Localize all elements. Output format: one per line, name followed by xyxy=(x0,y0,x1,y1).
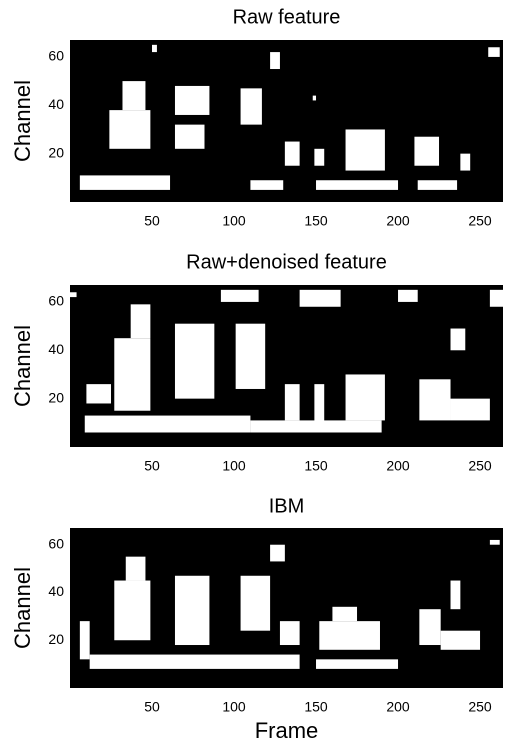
mask-region xyxy=(419,379,451,421)
mask-region xyxy=(270,52,280,70)
mask-region xyxy=(235,323,266,389)
y-axis-label: Channel xyxy=(10,80,35,162)
mask-region xyxy=(79,621,90,660)
x-tick-label: 250 xyxy=(468,699,492,715)
mask-region xyxy=(174,85,210,115)
x-tick-label: 150 xyxy=(304,699,328,715)
y-tick-label: 20 xyxy=(48,631,64,647)
mask-region xyxy=(450,328,466,351)
mask-region xyxy=(489,289,503,307)
x-tick-label: 200 xyxy=(386,458,410,474)
mask-region xyxy=(130,304,151,339)
x-tick-label: 100 xyxy=(222,213,246,229)
mask-region xyxy=(174,575,210,646)
mask-region xyxy=(284,141,300,166)
mask-region xyxy=(109,110,151,149)
x-tick-label: 50 xyxy=(144,699,160,715)
x-tick-label: 250 xyxy=(468,213,492,229)
x-tick-label: 100 xyxy=(222,458,246,474)
x-tick-label: 200 xyxy=(386,699,410,715)
mask-region xyxy=(314,148,325,166)
y-tick-label: 20 xyxy=(48,389,64,405)
mask-region xyxy=(240,575,271,631)
mask-region xyxy=(450,398,490,421)
mask-region xyxy=(450,580,461,610)
x-axis-label: Frame xyxy=(255,718,319,738)
mask-region xyxy=(220,289,259,302)
mask-region xyxy=(314,384,325,426)
mask-region xyxy=(488,47,500,57)
x-tick-label: 250 xyxy=(468,458,492,474)
mask-region xyxy=(460,153,471,171)
mask-region xyxy=(414,136,440,166)
y-tick-label: 40 xyxy=(48,96,64,112)
mask-region xyxy=(114,580,151,641)
mask-region xyxy=(284,384,300,421)
panel-title: Raw+denoised feature xyxy=(186,251,387,273)
mask-region xyxy=(270,544,285,562)
y-tick-label: 60 xyxy=(48,293,64,309)
mask-region xyxy=(122,81,146,111)
mask-region xyxy=(70,292,77,298)
panel-title: Raw feature xyxy=(233,6,341,28)
mask-region xyxy=(316,659,399,669)
mask-region xyxy=(319,621,380,650)
x-tick-label: 50 xyxy=(144,213,160,229)
mask-region xyxy=(417,180,458,190)
x-tick-label: 200 xyxy=(386,213,410,229)
mask-region xyxy=(152,44,157,53)
y-tick-label: 20 xyxy=(48,144,64,160)
x-tick-label: 50 xyxy=(144,458,160,474)
mask-region xyxy=(316,180,399,190)
mask-region xyxy=(86,384,112,404)
panel-title: IBM xyxy=(269,495,305,517)
y-tick-label: 40 xyxy=(48,583,64,599)
mask-region xyxy=(89,654,300,669)
mask-region xyxy=(345,129,385,171)
mask-region xyxy=(419,609,441,646)
x-tick-label: 150 xyxy=(304,458,328,474)
mask-region xyxy=(250,180,284,190)
mask-region xyxy=(489,539,500,545)
mask-region xyxy=(114,338,151,411)
mask-region xyxy=(332,606,358,622)
mask-region xyxy=(299,289,341,307)
y-tick-label: 60 xyxy=(48,535,64,551)
mask-region xyxy=(312,95,317,101)
y-tick-label: 60 xyxy=(48,48,64,64)
mask-region xyxy=(174,124,205,149)
mask-region xyxy=(345,374,385,421)
mask-region xyxy=(79,175,171,190)
y-axis-label: Channel xyxy=(10,325,35,407)
y-axis-label: Channel xyxy=(10,567,35,649)
mask-region xyxy=(279,621,300,646)
x-tick-label: 100 xyxy=(222,699,246,715)
mask-region xyxy=(440,630,481,650)
mask-region xyxy=(174,323,215,399)
x-tick-label: 150 xyxy=(304,213,328,229)
mask-region xyxy=(250,420,382,433)
y-tick-label: 40 xyxy=(48,341,64,357)
mask-region xyxy=(398,289,418,302)
mask-region xyxy=(240,88,262,125)
mask-region xyxy=(125,556,146,581)
mask-region xyxy=(84,415,251,433)
